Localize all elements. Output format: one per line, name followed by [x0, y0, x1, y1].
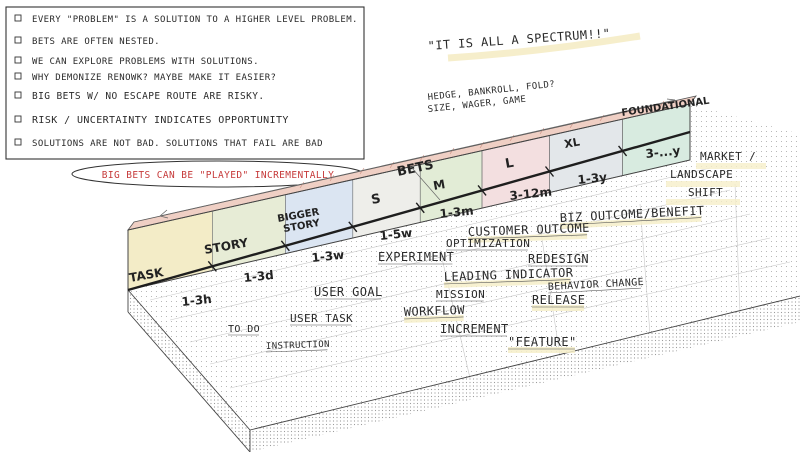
outcome-highlight-0-2 — [666, 199, 740, 205]
outcome-underline-1 — [560, 217, 702, 226]
bar-outline — [127, 103, 691, 291]
note-item-5: RISK / UNCERTAINTY INDICATES OPPORTUNITY — [32, 115, 289, 126]
outcome-highlight-1 — [560, 215, 702, 229]
outcome-label-10: RELEASE — [532, 293, 585, 307]
outcome-underline-12 — [404, 316, 464, 320]
note-item-3: WHY DEMONIZE RENOWK? MAYBE MAKE IT EASIE… — [32, 73, 276, 83]
axis-ticks — [207, 145, 628, 272]
bar-top-hatch — [299, 100, 665, 189]
note-item-0: EVERY "PROBLEM" IS A SOLUTION TO A HIGHE… — [32, 15, 358, 25]
note-bullet-1 — [14, 36, 22, 44]
note-bullet-0 — [14, 14, 22, 22]
arrow-head-right — [666, 98, 676, 107]
outcome-highlight-12 — [404, 314, 464, 323]
segment-durations: 1-3h 1-3d 1-3w 1-5w 1-3m 3-12m 1-3y 3-...y — [181, 143, 681, 309]
axis-tick-2 — [348, 221, 358, 233]
notes-list: EVERY "PROBLEM" IS A SOLUTION TO A HIGHE… — [14, 14, 358, 149]
outcome-label-16: "FEATURE" — [508, 335, 577, 349]
outcome-highlight-0-0 — [696, 163, 766, 169]
segment-duration-1: 1-3d — [243, 268, 275, 285]
axis-tick-6 — [618, 145, 628, 157]
outcome-highlight-10 — [532, 305, 585, 311]
outcome-label-9: MISSION — [436, 288, 485, 301]
note-item-2: WE CAN EXPLORE PROBLEMS WITH SOLUTIONS. — [32, 57, 259, 67]
outcome-label-5: REDESIGN — [528, 252, 589, 266]
note-item-6: SOLUTIONS ARE NOT BAD. SOLUTIONS THAT FA… — [32, 139, 323, 149]
outcome-label-14: TO DO — [228, 324, 260, 335]
axis-tick-1 — [280, 240, 290, 252]
axis-tick-4 — [477, 185, 487, 196]
outcome-label-12: WORKFLOW — [404, 303, 466, 319]
notes-box — [5, 6, 365, 160]
outcome-label-15: INSTRUCTION — [266, 340, 330, 352]
outcome-underline-2 — [468, 234, 588, 240]
segment-duration-7: 3-...y — [645, 143, 681, 161]
timeline-axis — [127, 130, 691, 292]
segment-label-0: TASK — [128, 265, 165, 285]
outcome-label-11: USER TASK — [290, 312, 353, 325]
axis-tick-0 — [207, 260, 217, 272]
note-bullet-6 — [14, 138, 22, 146]
outcome-label-0: MARKET / LANDSCAPE SHIFT — [670, 150, 756, 199]
note-item-1: BETS ARE OFTEN NESTED. — [32, 37, 160, 47]
axis-tick-5 — [544, 166, 555, 177]
segment-label-6: XL — [563, 135, 581, 150]
segment-label-4: M — [432, 177, 446, 193]
axis-tick-3 — [415, 202, 425, 214]
quote-highlight — [447, 32, 641, 62]
note-bullet-2 — [14, 56, 22, 64]
segment-label-3: S — [370, 192, 382, 208]
segment-duration-5: 3-12m — [509, 185, 553, 203]
segment-duration-3: 1-5w — [379, 226, 413, 243]
outcome-highlight-16 — [508, 347, 575, 353]
note-item-4: BIG BETS W/ NO ESCAPE ROUTE ARE RISKY. — [32, 91, 265, 102]
outcome-label-3: OPTIMIZATION — [446, 237, 530, 250]
spectrum-arrow — [159, 99, 676, 217]
segment-duration-6: 1-3y — [577, 170, 608, 187]
arrow-head-left — [159, 209, 169, 219]
notes-panel: EVERY "PROBLEM" IS A SOLUTION TO A HIGHE… — [5, 6, 365, 160]
segment-duration-0: 1-3h — [181, 292, 213, 309]
slab-top — [128, 104, 800, 430]
outcome-label-6: LEADING INDICATOR — [444, 265, 574, 284]
note-bullet-4 — [14, 91, 22, 99]
outcome-label-2: CUSTOMER OUTCOME — [468, 221, 590, 239]
outcome-underline-15 — [266, 349, 328, 353]
outcome-label-13: INCREMENT — [440, 322, 509, 336]
segment-duration-2: 1-3w — [311, 248, 345, 265]
outcome-highlight-2 — [468, 232, 588, 243]
outcome-label-4: EXPERIMENT — [378, 250, 454, 264]
outcome-highlight-0-1 — [666, 181, 740, 187]
outcome-underline-6 — [444, 279, 571, 285]
spectrum-bar — [127, 95, 697, 292]
segment-label-5: L — [504, 156, 515, 172]
slab — [127, 104, 800, 452]
slab-grid — [149, 167, 791, 389]
outcome-label-8: USER GOAL — [314, 285, 383, 299]
outcome-highlight-6 — [444, 277, 571, 288]
segment-duration-4: 1-3m — [439, 203, 474, 220]
note-bullet-5 — [14, 115, 22, 123]
bets-pointer — [411, 167, 441, 201]
callout-text: BIG BETS CAN BE "PLAYED" INCREMENTALLY — [102, 170, 335, 181]
outcome-underline-7 — [548, 287, 642, 294]
slab-left — [128, 290, 250, 452]
slab-front — [250, 296, 800, 452]
note-bullet-3 — [14, 72, 22, 80]
